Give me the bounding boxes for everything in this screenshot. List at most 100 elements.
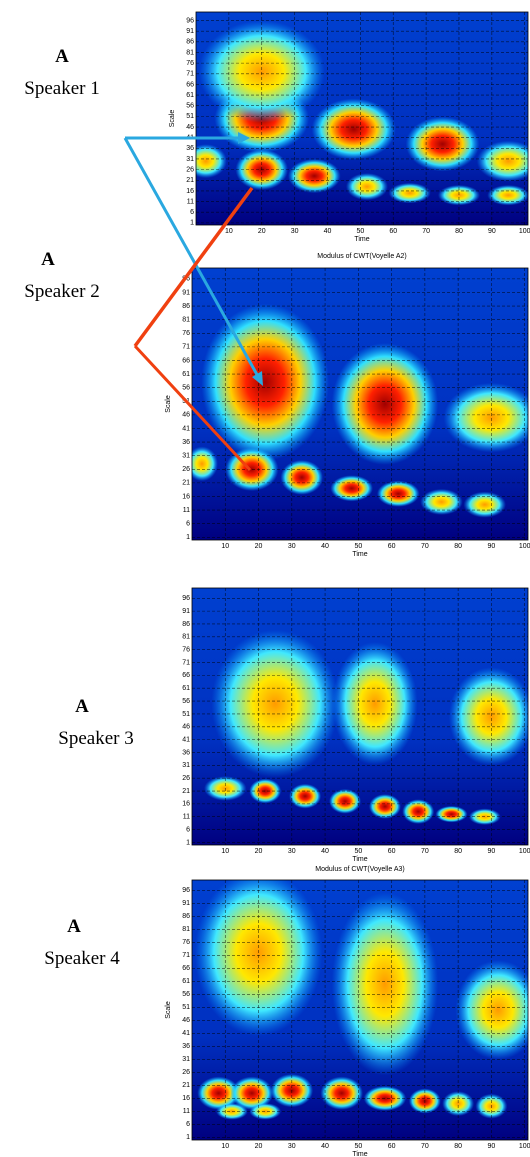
energy-blob [288,158,341,194]
y-tick-label: 16 [182,801,190,808]
y-tick-label: 51 [182,1004,190,1011]
x-tick-label: 70 [422,228,430,235]
energy-blob [332,641,418,766]
y-tick-label: 56 [186,103,194,110]
y-tick-label: 26 [182,466,190,473]
y-tick-label: 51 [182,711,190,718]
y-tick-label: 96 [186,17,194,24]
x-tick-label: 50 [354,848,362,855]
y-tick-label: 26 [182,775,190,782]
energy-blob [442,1091,475,1117]
x-tick-label: 90 [488,1143,496,1150]
energy-blob [405,116,480,172]
x-axis-label: Time [354,236,369,243]
y-tick-label: 76 [182,647,190,654]
arrow [133,186,254,348]
energy-blob [463,491,507,518]
energy-blob [402,799,435,824]
y-tick-label: 96 [182,887,190,894]
arrow [123,137,262,381]
y-tick-label: 81 [182,634,190,641]
x-tick-label: 80 [454,543,462,550]
energy-blob [197,1076,240,1110]
y-tick-label: 46 [182,1017,190,1024]
x-axis-label: Time [352,856,367,863]
energy-blob [249,1103,282,1120]
energy-blob [192,446,218,482]
y-tick-label: 56 [182,991,190,998]
y-tick-label: 66 [182,672,190,679]
energy-blob [320,1076,363,1110]
x-tick-label: 50 [354,543,362,550]
y-tick-label: 6 [186,1121,190,1128]
y-tick-label: 26 [182,1069,190,1076]
x-tick-label: 80 [454,848,462,855]
energy-blob [329,788,361,814]
y-tick-label: 66 [186,81,194,88]
arrows [123,132,263,472]
scalogram [192,588,528,845]
y-tick-label: 36 [182,749,190,756]
x-tick-label: 90 [488,543,496,550]
x-tick-label: 80 [454,1143,462,1150]
energy-blob [487,184,528,206]
y-tick-label: 41 [182,425,190,432]
y-tick-label: 71 [182,952,190,959]
speaker-letter: A [67,916,81,937]
y-tick-label: 81 [182,926,190,933]
y-tick-label: 21 [182,480,190,487]
x-tick-label: 30 [288,848,296,855]
x-tick-label: 40 [321,848,329,855]
x-tick-label: 50 [354,1143,362,1150]
y-tick-label: 41 [182,736,190,743]
y-tick-label: 1 [186,534,190,541]
y-tick-label: 81 [186,49,194,56]
y-tick-label: 21 [186,177,194,184]
y-tick-label: 66 [182,357,190,364]
plot-frame [191,267,529,541]
x-tick-label: 10 [221,1143,229,1150]
x-tick-label: 20 [255,1143,263,1150]
x-tick-label: 30 [291,228,299,235]
x-tick-label: 10 [225,228,233,235]
y-tick-label: 6 [186,826,190,833]
y-tick-label: 86 [182,913,190,920]
y-tick-label: 91 [182,900,190,907]
plot-frame [195,11,529,226]
y-tick-label: 31 [182,453,190,460]
y-tick-label: 31 [182,1056,190,1063]
energy-blob [198,20,325,123]
panels: 10 20 30 40 50 60 70 80 90 1001611162126313641465… [165,11,530,1157]
x-tick-label: 90 [488,848,496,855]
y-tick-label: 91 [182,289,190,296]
y-tick-label: 66 [182,965,190,972]
y-tick-label: 41 [182,1030,190,1037]
y-tick-label: 81 [182,317,190,324]
y-tick-label: 11 [187,198,194,205]
energy-blob [448,667,528,766]
y-tick-label: 76 [182,939,190,946]
arrow-head [252,371,263,386]
y-tick-label: 16 [182,1095,190,1102]
speaker-letter: A [75,696,89,717]
panel-caption: Modulus of CWT(Voyelle A3) [315,866,404,873]
speaker-name: Speaker 1 [24,78,99,99]
energy-blob [201,303,330,461]
energy-blob [437,184,481,206]
x-axis-label: Time [352,1151,367,1157]
y-tick-label: 26 [186,166,194,173]
plot-frame [191,879,529,1141]
y-tick-label: 31 [182,762,190,769]
y-tick-label: 71 [186,71,194,78]
speaker-letter: A [41,249,55,270]
y-tick-label: 86 [182,621,190,628]
energy-blob [311,98,396,160]
y-tick-label: 1 [190,220,194,227]
y-axis-label: Scale [165,1001,172,1019]
y-tick-label: 76 [186,60,194,67]
speaker-name: Speaker 2 [24,281,99,302]
x-tick-label: 70 [421,848,429,855]
panel-caption: Modulus of CWT(Voyelle A2) [317,253,406,260]
y-tick-label: 1 [186,839,190,846]
energy-blob [345,173,388,201]
